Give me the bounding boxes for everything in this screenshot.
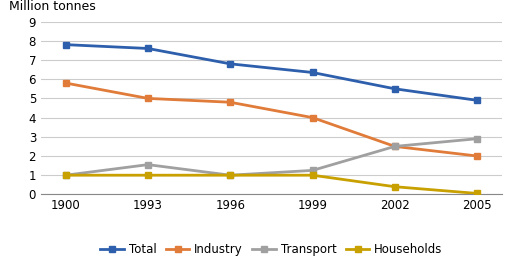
- Total: [474, 99, 480, 102]
- Industry: [309, 116, 315, 119]
- Transport: [474, 137, 480, 140]
- Transport: [62, 174, 69, 177]
- Industry: [392, 145, 398, 148]
- Total: [309, 71, 315, 74]
- Line: Total: Total: [62, 41, 481, 104]
- Total: [145, 47, 151, 50]
- Households: [392, 185, 398, 188]
- Transport: [309, 169, 315, 172]
- Line: Industry: Industry: [62, 80, 481, 160]
- Transport: [392, 145, 398, 148]
- Households: [309, 174, 315, 177]
- Households: [62, 174, 69, 177]
- Text: Million tonnes: Million tonnes: [9, 0, 95, 13]
- Households: [145, 174, 151, 177]
- Total: [62, 43, 69, 46]
- Total: [392, 87, 398, 90]
- Total: [227, 62, 233, 65]
- Households: [474, 192, 480, 195]
- Transport: [145, 163, 151, 166]
- Line: Households: Households: [62, 172, 481, 197]
- Line: Transport: Transport: [62, 135, 481, 179]
- Industry: [227, 101, 233, 104]
- Industry: [474, 154, 480, 158]
- Legend: Total, Industry, Transport, Households: Total, Industry, Transport, Households: [96, 238, 447, 261]
- Industry: [145, 97, 151, 100]
- Transport: [227, 174, 233, 177]
- Industry: [62, 82, 69, 85]
- Households: [227, 174, 233, 177]
